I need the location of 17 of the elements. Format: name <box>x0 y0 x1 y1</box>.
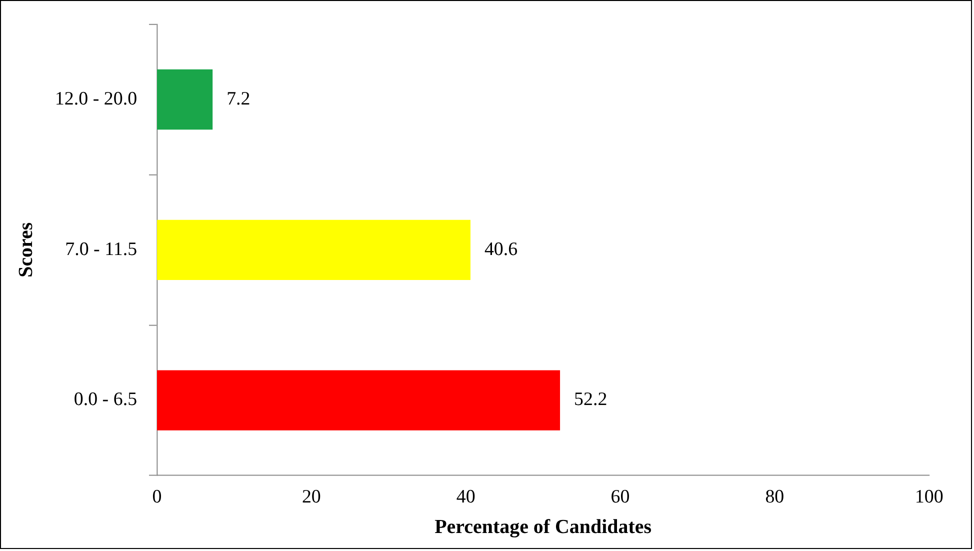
x-tick-label: 80 <box>765 486 784 508</box>
x-axis-title: Percentage of Candidates <box>434 516 652 538</box>
x-tick-label: 40 <box>456 486 476 508</box>
bar <box>157 220 470 280</box>
data-label: 7.2 <box>226 88 250 110</box>
x-tick-label: 20 <box>302 486 321 508</box>
y-tick-label: 12.0 - 20.0 <box>54 88 138 110</box>
x-tick-label: 60 <box>610 486 630 508</box>
y-tick-label: 0.0 - 6.5 <box>74 389 138 410</box>
data-label: 40.6 <box>484 238 518 260</box>
data-label: 52.2 <box>574 389 608 410</box>
bar <box>157 69 213 130</box>
x-tick-label: 100 <box>914 486 944 508</box>
bar <box>157 370 560 430</box>
x-tick-label: 0 <box>152 486 162 508</box>
y-axis-title: Scores <box>15 222 38 278</box>
y-tick-label: 7.0 - 11.5 <box>65 238 138 260</box>
